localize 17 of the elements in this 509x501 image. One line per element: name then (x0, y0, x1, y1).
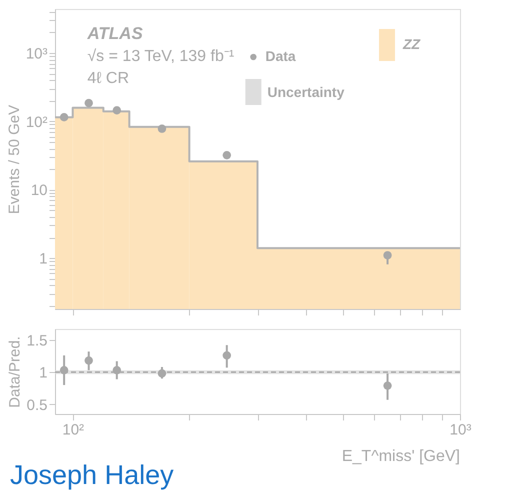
annotation: ATLAS (86, 24, 144, 43)
text: Joseph Haley (10, 460, 174, 490)
x-axis-title: E_T^miss' [GeV] (342, 448, 460, 465)
legend-label: ZZ (402, 36, 421, 52)
y-axis-title: Data/Pred. (6, 336, 24, 408)
y-tick-label: 10³ (26, 45, 48, 62)
legend-label: Uncertainty (267, 84, 345, 100)
y-tick-label: 1.5 (26, 332, 48, 350)
annotation: 4ℓ CR (87, 70, 130, 87)
y-tick-label: 1 (39, 364, 48, 382)
legend-label: Data (265, 48, 296, 64)
y-tick-label: 0.5 (26, 396, 48, 414)
y-tick-label: 10 (30, 182, 48, 200)
y-axis-title: Events / 50 GeV (6, 104, 23, 214)
y-tick-label: 10² (26, 114, 48, 131)
y-tick-label: 1 (39, 250, 48, 268)
annotation: √s = 13 TeV, 139 fb⁻¹ (87, 48, 234, 65)
